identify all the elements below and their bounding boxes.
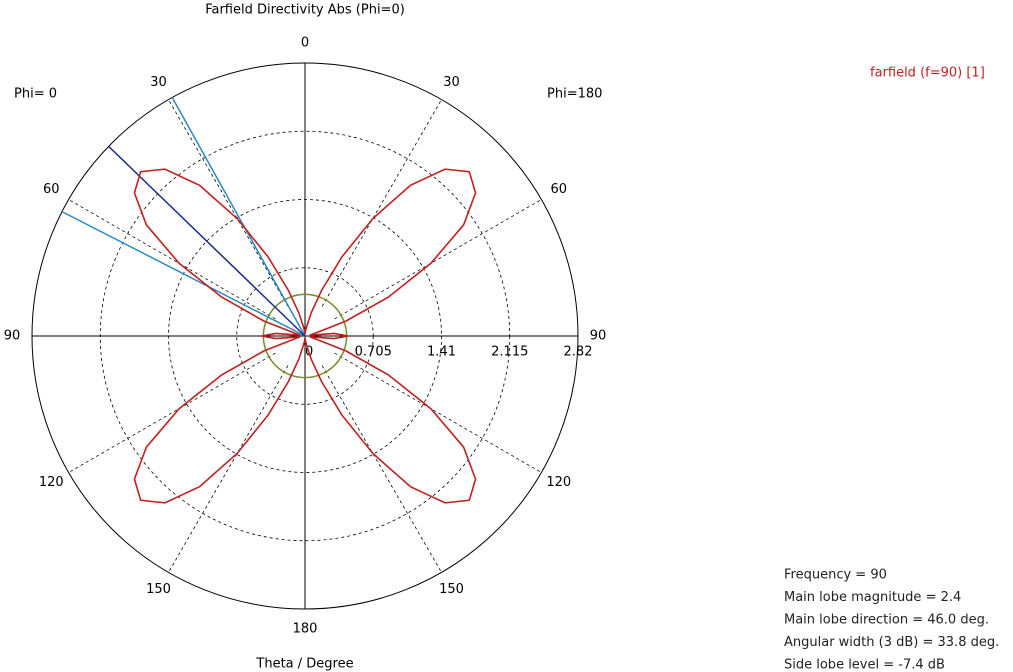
angle-tick-label: 120 [546, 475, 571, 490]
angle-spoke [168, 365, 289, 573]
angle-tick-label: 60 [43, 182, 60, 197]
main-lobe-line [108, 145, 306, 337]
pattern-curve [133, 168, 477, 504]
angle-tick-label: 0 [301, 36, 309, 51]
phi-left-label: Phi= 0 [14, 87, 57, 102]
angle-tick-label: 30 [443, 75, 460, 90]
angle-tick-label: 60 [550, 182, 567, 197]
info-line: Main lobe magnitude = 2.4 [784, 590, 961, 605]
angle-spoke [334, 352, 542, 473]
phi-right-label: Phi=180 [547, 87, 602, 102]
angle-tick-label: 120 [39, 475, 64, 490]
info-line: Angular width (3 dB) = 33.8 deg. [784, 635, 999, 650]
info-box: Frequency = 90 Main lobe magnitude = 2.4 M… [784, 568, 999, 672]
angle-spoke [168, 99, 289, 307]
r-tick-label: 2.82 [564, 345, 593, 360]
angle-tick-label: 30 [150, 75, 167, 90]
angle-tick-label: 150 [439, 582, 464, 597]
legend-entry: farfield (f=90) [1] [870, 66, 985, 81]
info-line: Main lobe direction = 46.0 deg. [784, 613, 989, 628]
r-tick-label: 0.705 [355, 345, 392, 360]
chart-title: Farfield Directivity Abs (Phi=0) [205, 3, 405, 18]
angle-tick-label: 180 [293, 622, 318, 637]
angle-spoke [68, 352, 276, 473]
info-line: Side lobe level = -7.4 dB [784, 658, 945, 672]
beamwidth-line [61, 210, 306, 337]
angle-spoke [321, 99, 442, 307]
angle-tick-label: 90 [4, 329, 21, 344]
info-line: Frequency = 90 [784, 568, 887, 583]
axis-label: Theta / Degree [255, 657, 353, 672]
r-tick-label: 2.115 [491, 345, 528, 360]
angle-spoke [321, 365, 442, 573]
r-tick-label: 1.41 [427, 345, 456, 360]
angle-tick-label: 150 [146, 582, 171, 597]
angle-spoke [334, 199, 542, 320]
beamwidth-line [171, 97, 306, 337]
angle-spoke [68, 199, 276, 320]
angle-tick-label: 90 [590, 329, 607, 344]
